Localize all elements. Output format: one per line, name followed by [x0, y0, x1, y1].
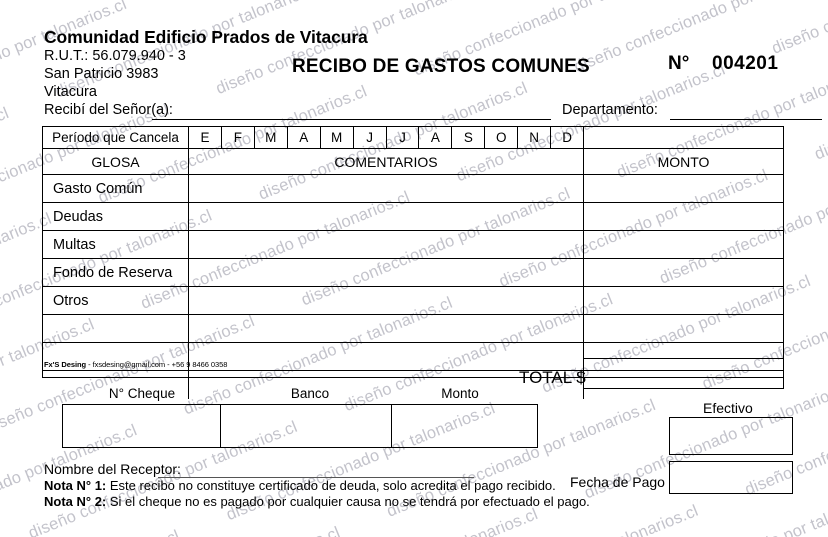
- month-cell-10[interactable]: O: [485, 127, 519, 148]
- table-row: Otros: [43, 287, 783, 315]
- company-address-city: Vitacura: [44, 84, 97, 100]
- row-monto-cell[interactable]: [584, 259, 783, 286]
- company-rut: R.U.T.: 56.079.940 - 3: [44, 48, 186, 64]
- cheque-input-box[interactable]: [62, 404, 538, 448]
- row-glosa-label: Multas: [43, 231, 189, 258]
- document-title: RECIBO DE GASTOS COMUNES: [292, 56, 590, 77]
- row-comentario-cell[interactable]: [189, 315, 584, 342]
- total-value-box[interactable]: [583, 358, 784, 389]
- efectivo-value-box[interactable]: [669, 417, 793, 455]
- cheque-divider-2: [391, 405, 392, 447]
- table-row: Deudas: [43, 203, 783, 231]
- month-cell-2[interactable]: F: [222, 127, 255, 148]
- nota-1-prefix: Nota N° 1:: [44, 478, 107, 493]
- designer-credit-contact: - fxsdesing@gmail.com - +56 9 8466 0358: [86, 360, 228, 369]
- period-label: Período que Cancela: [43, 127, 189, 148]
- row-monto-cell[interactable]: [584, 231, 783, 258]
- row-comentario-cell[interactable]: [189, 259, 584, 286]
- fecha-pago-value-box[interactable]: [669, 461, 793, 494]
- designer-credit-name: Fx'S Desing: [44, 360, 87, 369]
- month-cell-5[interactable]: M: [321, 127, 354, 148]
- nota-2: Nota N° 2: Si el cheque no es pagado por…: [44, 494, 590, 509]
- month-cell-12[interactable]: D: [551, 127, 585, 148]
- row-glosa-label: Gasto Común: [43, 175, 189, 202]
- table-row: Gasto Común: [43, 175, 783, 203]
- row-glosa-label: Deudas: [43, 203, 189, 230]
- table-header-row: GLOSA COMENTARIOS MONTO: [43, 149, 783, 175]
- nota-2-prefix: Nota N° 2:: [44, 494, 107, 509]
- month-cell-4[interactable]: A: [288, 127, 321, 148]
- receptor-input-line[interactable]: [158, 477, 474, 478]
- departamento-input-line[interactable]: [670, 119, 822, 120]
- row-monto-cell[interactable]: [584, 287, 783, 314]
- row-monto-cell[interactable]: [584, 203, 783, 230]
- recibi-label: Recibí del Señor(a):: [44, 102, 173, 118]
- cheque-numero-label: N° Cheque: [108, 386, 176, 401]
- designer-credit: Fx'S Desing - fxsdesing@gmail.com - +56 …: [44, 360, 227, 369]
- row-comentario-cell[interactable]: [189, 287, 584, 314]
- row-comentario-cell[interactable]: [189, 343, 584, 370]
- receipt-number-value: 004201: [712, 53, 779, 74]
- nota-2-text: Si el cheque no es pagado por cualquier …: [106, 494, 590, 509]
- column-header-glosa: GLOSA: [43, 149, 189, 174]
- row-comentario-cell[interactable]: [189, 203, 584, 230]
- row-comentario-cell[interactable]: [189, 231, 584, 258]
- row-comentario-cell[interactable]: [189, 175, 584, 202]
- table-row: Multas: [43, 231, 783, 259]
- cheque-banco-label: Banco: [290, 386, 330, 401]
- row-monto-cell[interactable]: [584, 315, 783, 342]
- month-cell-8[interactable]: A: [419, 127, 453, 148]
- month-cell-9[interactable]: S: [452, 127, 486, 148]
- recibi-input-line[interactable]: [152, 119, 551, 120]
- row-glosa-label: [43, 371, 189, 399]
- month-cell-7[interactable]: J: [387, 127, 420, 148]
- cheque-monto-label: Monto: [441, 386, 479, 401]
- departamento-label: Departamento:: [562, 102, 658, 118]
- company-address-street: San Patricio 3983: [44, 66, 159, 82]
- row-glosa-label: Otros: [43, 287, 189, 314]
- table-row: [43, 343, 783, 371]
- period-row-tail: [584, 127, 783, 148]
- column-header-monto: MONTO: [657, 153, 710, 170]
- cheque-divider-1: [220, 405, 221, 447]
- row-glosa-label: Fondo de Reserva: [43, 259, 189, 286]
- month-cell-3[interactable]: M: [255, 127, 288, 148]
- month-cell-1[interactable]: E: [189, 127, 222, 148]
- month-cell-6[interactable]: J: [354, 127, 387, 148]
- nota-1-text: Este recibo no constituye certificado de…: [106, 478, 556, 493]
- efectivo-label: Efectivo: [703, 400, 753, 416]
- receptor-label: Nombre del Receptor:: [44, 461, 181, 477]
- row-glosa-label: [43, 315, 189, 342]
- nota-1: Nota N° 1: Este recibo no constituye cer…: [44, 478, 556, 493]
- column-header-comentarios: COMENTARIOS: [189, 149, 584, 174]
- table-row: [43, 315, 783, 343]
- receipt-number-label: N°: [668, 53, 690, 74]
- total-label: TOTAL $: [519, 368, 586, 387]
- company-name: Comunidad Edificio Prados de Vitacura: [44, 27, 368, 47]
- table-row: Fondo de Reserva: [43, 259, 783, 287]
- row-monto-cell[interactable]: [584, 175, 783, 202]
- row-glosa-label: [43, 343, 189, 370]
- fecha-pago-label: Fecha de Pago: [570, 474, 665, 490]
- month-cell-11[interactable]: N: [518, 127, 552, 148]
